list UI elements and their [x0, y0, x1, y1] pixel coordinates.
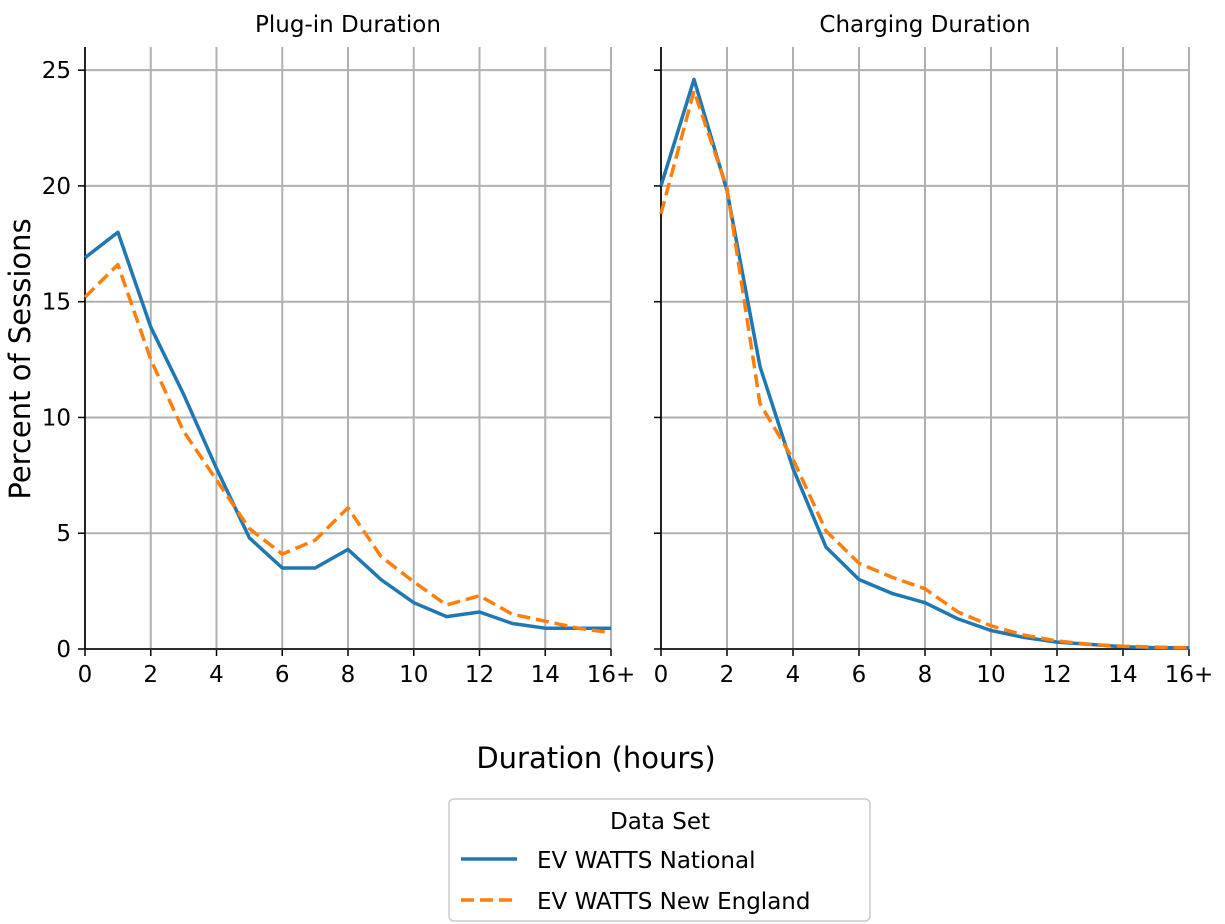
- panel-plug-in: 0 2 4 6 8 10 12 14 16+ 0 5 10 15 20 25 Plug-in Duration: [42, 12, 636, 688]
- x-tick-label: 14: [1108, 662, 1137, 688]
- y-tick-label: 10: [42, 405, 71, 431]
- panel-title: Charging Duration: [819, 12, 1030, 38]
- series-line-new-england: [659, 89, 1190, 650]
- x-tick-label: 14: [531, 662, 560, 688]
- x-tick-label: 12: [465, 662, 494, 688]
- y-tick-label: 15: [42, 290, 71, 316]
- legend-label-new-england: EV WATTS New England: [537, 889, 810, 915]
- x-tick-label: 4: [786, 662, 801, 688]
- x-tick-label: 2: [720, 662, 735, 688]
- legend-title: Data Set: [610, 809, 710, 835]
- y-tick-label: 20: [42, 174, 71, 200]
- x-tick-label: 12: [1042, 662, 1071, 688]
- series-line-national: [83, 230, 611, 630]
- x-tick-label: 8: [918, 662, 933, 688]
- x-tick-label: 0: [654, 662, 669, 688]
- x-tick-label: 6: [852, 662, 867, 688]
- y-tick-label: 5: [56, 521, 71, 547]
- panel-title: Plug-in Duration: [255, 12, 441, 38]
- series-line-new-england: [83, 262, 612, 635]
- legend-label-national: EV WATTS National: [537, 848, 755, 874]
- x-tick-label: 4: [209, 662, 224, 688]
- x-tick-label: 16+: [1165, 662, 1214, 688]
- x-tick-label: 8: [341, 662, 356, 688]
- x-axis-label: Duration (hours): [476, 741, 715, 775]
- x-tick-label: 10: [399, 662, 428, 688]
- x-tick-label: 10: [976, 662, 1005, 688]
- y-axis-label: Percent of Sessions: [3, 218, 37, 499]
- y-tick-label: 0: [56, 637, 71, 663]
- panel-charging: 0 2 4 6 8 10 12 14 16+ Charging Duration: [654, 12, 1214, 688]
- x-tick-label: 6: [275, 662, 290, 688]
- x-tick-label: 0: [78, 662, 93, 688]
- x-tick-label: 16+: [587, 662, 636, 688]
- y-tick-label: 25: [42, 58, 71, 84]
- x-tick-label: 2: [143, 662, 158, 688]
- legend: Data Set EV WATTS National EV WATTS New …: [448, 798, 871, 922]
- legend-frame: [448, 798, 871, 922]
